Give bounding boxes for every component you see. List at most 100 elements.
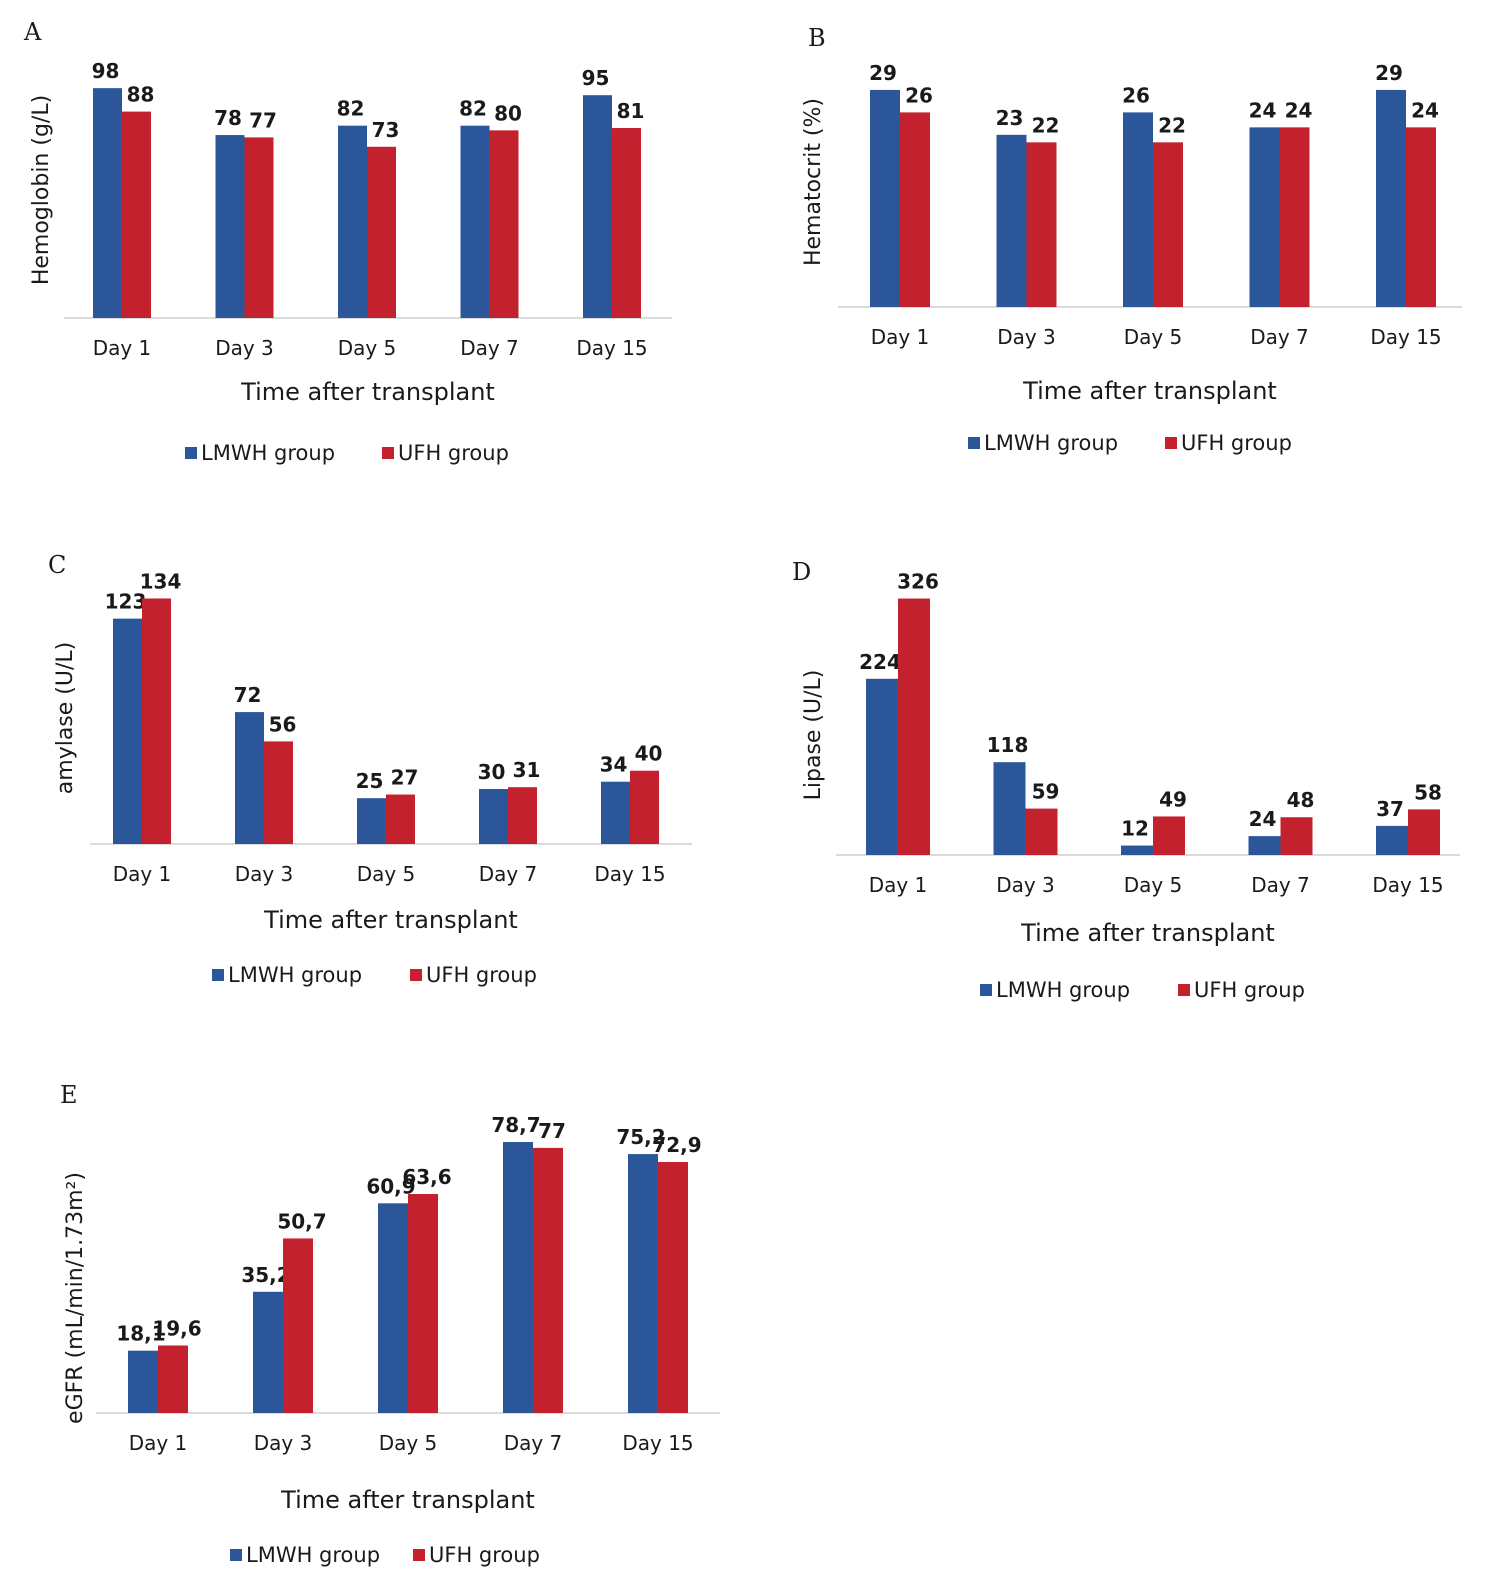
chart-d-data-label-ufh-2: 59	[1032, 780, 1060, 804]
chart-a-x-tick-label-5: Day 15	[576, 336, 647, 360]
chart-c-x-tick-label-4: Day 7	[479, 862, 538, 886]
chart-c-x-tick-label-5: Day 15	[594, 862, 665, 886]
chart-a-bar-ufh-4	[489, 130, 519, 318]
chart-a-x-axis-title: Time after transplant	[240, 378, 495, 406]
chart-e-data-label-ufh-5: 72,9	[652, 1133, 701, 1157]
chart-a-y-axis-title: Hemoglobin (g/L)	[29, 95, 54, 285]
chart-e-legend-label-lmwh: LMWH group	[246, 1543, 380, 1567]
chart-e-x-tick-label-3: Day 5	[379, 1431, 438, 1455]
chart-e-bar-lmwh-2	[253, 1291, 283, 1413]
chart-a-bar-lmwh-1	[93, 88, 122, 319]
chart-b-x-tick-label-2: Day 3	[997, 325, 1056, 349]
chart-e-data-label-lmwh-1: 18,1	[116, 1322, 165, 1346]
chart-c-data-label-ufh-3: 27	[391, 766, 419, 790]
chart-a-x-tick-label-1: Day 1	[93, 336, 152, 360]
chart-e-bar-ufh-1	[158, 1345, 188, 1413]
chart-e-x-tick-label-1: Day 1	[129, 1431, 188, 1455]
chart-a-data-label-lmwh-5: 95	[582, 66, 610, 90]
chart-a-data-label-lmwh-2: 78	[214, 106, 242, 130]
chart-e-data-label-lmwh-4: 78,7	[491, 1113, 540, 1137]
chart-c-panel-letter: C	[48, 551, 66, 579]
chart-e-legend-swatch-ufh	[413, 1549, 425, 1561]
chart-a-data-label-ufh-2: 77	[249, 108, 277, 132]
chart-d-x-axis-title: Time after transplant	[1020, 919, 1275, 947]
chart-e-data-label-ufh-3: 63,6	[402, 1165, 451, 1189]
chart-e-bar-lmwh-4	[503, 1142, 533, 1413]
chart-c-x-tick-label-1: Day 1	[113, 862, 172, 886]
chart-d-legend-swatch-ufh	[1178, 984, 1190, 996]
chart-e-legend-swatch-lmwh	[230, 1549, 242, 1561]
chart-b: B 29 26 Day 1 23 22 Day 3 26 22 Day 5 24 24 Day 7 29 2…	[801, 24, 1462, 455]
chart-e-data-label-lmwh-3: 60,9	[366, 1174, 415, 1198]
chart-c-bar-lmwh-2	[235, 712, 264, 844]
chart-d-panel-letter: D	[792, 558, 811, 586]
chart-c-bar-lmwh-3	[357, 798, 386, 844]
chart-b-data-label-ufh-4: 24	[1285, 98, 1313, 122]
chart-d-bar-ufh-3	[1153, 816, 1185, 855]
chart-c-bar-lmwh-5	[601, 781, 630, 844]
chart-d-bar-ufh-1	[898, 598, 930, 855]
chart-b-bar-lmwh-1	[870, 89, 900, 307]
chart-c-data-label-lmwh-5: 34	[600, 753, 628, 777]
chart-d-legend-swatch-lmwh	[980, 984, 992, 996]
chart-d-data-label-ufh-3: 49	[1159, 787, 1187, 811]
chart-b-bar-lmwh-4	[1249, 127, 1280, 307]
chart-e-bar-ufh-5	[658, 1161, 688, 1413]
chart-a-legend-label-lmwh: LMWH group	[201, 441, 335, 465]
chart-b-bar-ufh-5	[1406, 127, 1436, 307]
chart-d-y-axis-title: Lipase (U/L)	[801, 670, 826, 801]
chart-a-bar-ufh-1	[122, 111, 151, 318]
chart-e-bar-lmwh-1	[128, 1350, 158, 1413]
chart-e-bar-ufh-4	[533, 1147, 563, 1413]
chart-c-bar-ufh-1	[142, 598, 171, 844]
chart-c-bar-ufh-5	[630, 770, 659, 844]
chart-e-data-label-ufh-1: 19,6	[152, 1317, 201, 1341]
chart-b-legend-label-lmwh: LMWH group	[984, 431, 1118, 455]
chart-a-bar-lmwh-5	[583, 95, 612, 318]
chart-b-data-label-ufh-1: 26	[905, 83, 933, 107]
chart-b-x-tick-label-4: Day 7	[1250, 325, 1309, 349]
chart-a-data-label-ufh-1: 88	[127, 83, 155, 107]
chart-a-data-label-lmwh-4: 82	[459, 97, 487, 121]
chart-d-bar-ufh-5	[1408, 809, 1440, 855]
chart-d-x-tick-label-3: Day 5	[1124, 873, 1183, 897]
chart-d-bar-ufh-4	[1280, 817, 1313, 855]
chart-d-bar-lmwh-4	[1248, 836, 1281, 855]
chart-b-data-label-lmwh-3: 26	[1122, 83, 1150, 107]
chart-d-legend-label-lmwh: LMWH group	[996, 978, 1130, 1002]
chart-c-bar-ufh-3	[386, 794, 415, 844]
chart-b-x-tick-label-3: Day 5	[1124, 325, 1183, 349]
chart-d-x-tick-label-2: Day 3	[996, 873, 1055, 897]
chart-e-panel-letter: E	[60, 1081, 78, 1109]
chart-d-bar-lmwh-1	[866, 678, 898, 855]
chart-e-bar-ufh-2	[283, 1238, 313, 1413]
chart-d-bar-lmwh-3	[1121, 845, 1153, 855]
chart-b-panel-letter: B	[808, 24, 826, 52]
chart-a-bar-ufh-3	[367, 146, 396, 318]
chart-c-legend-label-ufh: UFH group	[426, 963, 537, 987]
chart-d-data-label-ufh-5: 58	[1414, 780, 1442, 804]
chart-c-legend-label-lmwh: LMWH group	[228, 963, 362, 987]
chart-d-legend-label-ufh: UFH group	[1194, 978, 1305, 1002]
chart-b-x-axis-title: Time after transplant	[1022, 377, 1277, 405]
chart-c-x-tick-label-2: Day 3	[235, 862, 294, 886]
chart-d-bar-lmwh-5	[1376, 825, 1408, 855]
chart-e-y-axis-title: eGFR (mL/min/1.73m²)	[63, 1172, 88, 1424]
chart-c-legend-swatch-lmwh	[212, 969, 224, 981]
chart-b-data-label-lmwh-4: 24	[1249, 98, 1277, 122]
chart-b-bar-ufh-2	[1026, 142, 1057, 307]
chart-d-data-label-ufh-1: 326	[897, 570, 939, 594]
chart-d-x-tick-label-1: Day 1	[869, 873, 928, 897]
chart-d-data-label-lmwh-3: 12	[1121, 817, 1149, 841]
chart-b-data-label-lmwh-1: 29	[869, 61, 897, 85]
chart-b-legend-label-ufh: UFH group	[1181, 431, 1292, 455]
chart-b-bar-ufh-1	[900, 112, 930, 307]
chart-b-legend-swatch-lmwh	[968, 437, 980, 449]
chart-d-data-label-lmwh-1: 224	[859, 650, 901, 674]
chart-b-bar-lmwh-3	[1123, 112, 1153, 307]
chart-b-x-tick-label-1: Day 1	[871, 325, 930, 349]
chart-a-bar-lmwh-3	[338, 125, 367, 318]
chart-c-data-label-lmwh-4: 30	[478, 760, 506, 784]
